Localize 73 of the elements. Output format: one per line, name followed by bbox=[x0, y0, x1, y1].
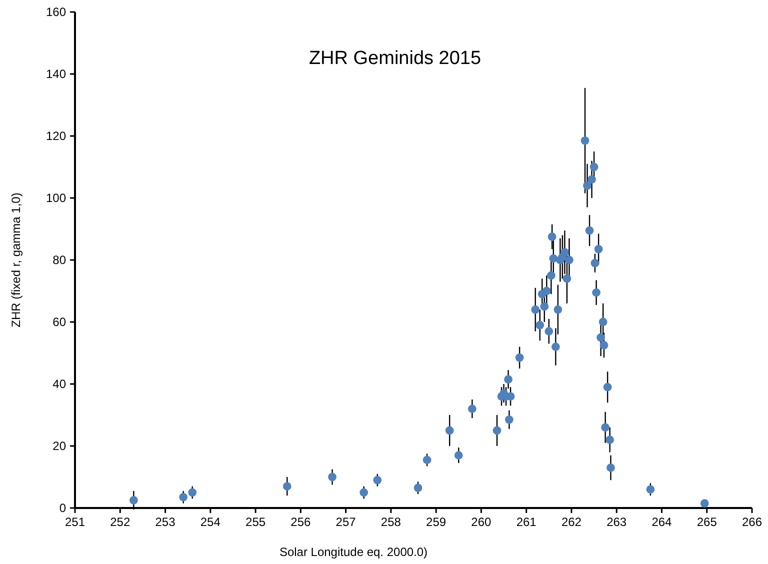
x-tick-label: 256 bbox=[290, 515, 311, 529]
point bbox=[548, 232, 556, 241]
x-tick-label: 261 bbox=[516, 515, 537, 529]
point bbox=[583, 181, 592, 190]
point bbox=[600, 341, 608, 350]
point bbox=[646, 485, 655, 494]
point bbox=[492, 426, 502, 435]
point bbox=[546, 271, 556, 280]
point bbox=[468, 404, 476, 413]
point bbox=[515, 353, 524, 362]
y-tick-label: 0 bbox=[59, 501, 66, 515]
point bbox=[282, 482, 292, 490]
point bbox=[606, 436, 614, 444]
point bbox=[603, 382, 612, 392]
point bbox=[590, 258, 600, 268]
point bbox=[598, 318, 608, 326]
x-tick-label: 260 bbox=[471, 515, 492, 529]
y-tick-label: 140 bbox=[46, 67, 66, 81]
point bbox=[179, 492, 188, 502]
point bbox=[422, 456, 432, 464]
point bbox=[544, 327, 554, 336]
point bbox=[585, 226, 594, 235]
x-tick-label: 257 bbox=[336, 515, 356, 529]
point bbox=[531, 305, 540, 314]
point bbox=[554, 305, 562, 314]
y-tick-label: 160 bbox=[46, 5, 66, 19]
x-tick-label: 263 bbox=[606, 515, 627, 529]
x-tick-label: 266 bbox=[742, 515, 762, 529]
point bbox=[560, 248, 569, 256]
point bbox=[588, 175, 596, 184]
y-tick-label: 80 bbox=[52, 253, 66, 267]
y-axis-title: ZHR (fixed r, gamma 1,0) bbox=[9, 192, 23, 328]
point bbox=[536, 320, 544, 330]
point bbox=[594, 244, 603, 254]
x-axis-title: Solar Longitude eq. 2000.0) bbox=[279, 545, 428, 559]
y-tick-label: 120 bbox=[46, 129, 66, 143]
x-tick-label: 258 bbox=[380, 515, 402, 529]
x-tick-label: 253 bbox=[155, 515, 176, 529]
point bbox=[562, 274, 572, 283]
point bbox=[445, 426, 454, 435]
point bbox=[596, 333, 606, 342]
x-tick-label: 255 bbox=[246, 515, 266, 529]
point bbox=[373, 476, 382, 484]
x-tick-label: 251 bbox=[64, 515, 86, 529]
point bbox=[360, 488, 368, 497]
x-tick-label: 265 bbox=[696, 515, 718, 529]
point bbox=[414, 484, 422, 492]
point bbox=[551, 342, 560, 351]
point bbox=[606, 464, 615, 472]
x-tick-label: 254 bbox=[200, 515, 221, 529]
y-tick-label: 40 bbox=[52, 377, 66, 391]
point bbox=[129, 496, 138, 504]
point bbox=[328, 472, 336, 482]
point bbox=[504, 375, 512, 384]
point bbox=[565, 256, 574, 264]
point bbox=[540, 302, 549, 311]
x-tick-label: 262 bbox=[561, 515, 582, 529]
x-tick-label: 252 bbox=[110, 515, 130, 529]
point bbox=[592, 288, 600, 297]
point bbox=[700, 499, 709, 508]
point bbox=[601, 423, 610, 432]
y-tick-label: 60 bbox=[52, 315, 66, 329]
text: ZHR Geminids 2015 bbox=[308, 48, 482, 69]
point bbox=[542, 286, 551, 296]
x-tick-label: 259 bbox=[426, 515, 446, 529]
point bbox=[504, 415, 514, 424]
x-tick-label: 264 bbox=[652, 515, 672, 529]
point bbox=[188, 488, 197, 497]
y-tick-label: 100 bbox=[46, 191, 66, 205]
point bbox=[580, 136, 590, 145]
y-tick-label: 20 bbox=[52, 439, 66, 453]
point bbox=[590, 162, 598, 172]
point bbox=[454, 451, 463, 460]
